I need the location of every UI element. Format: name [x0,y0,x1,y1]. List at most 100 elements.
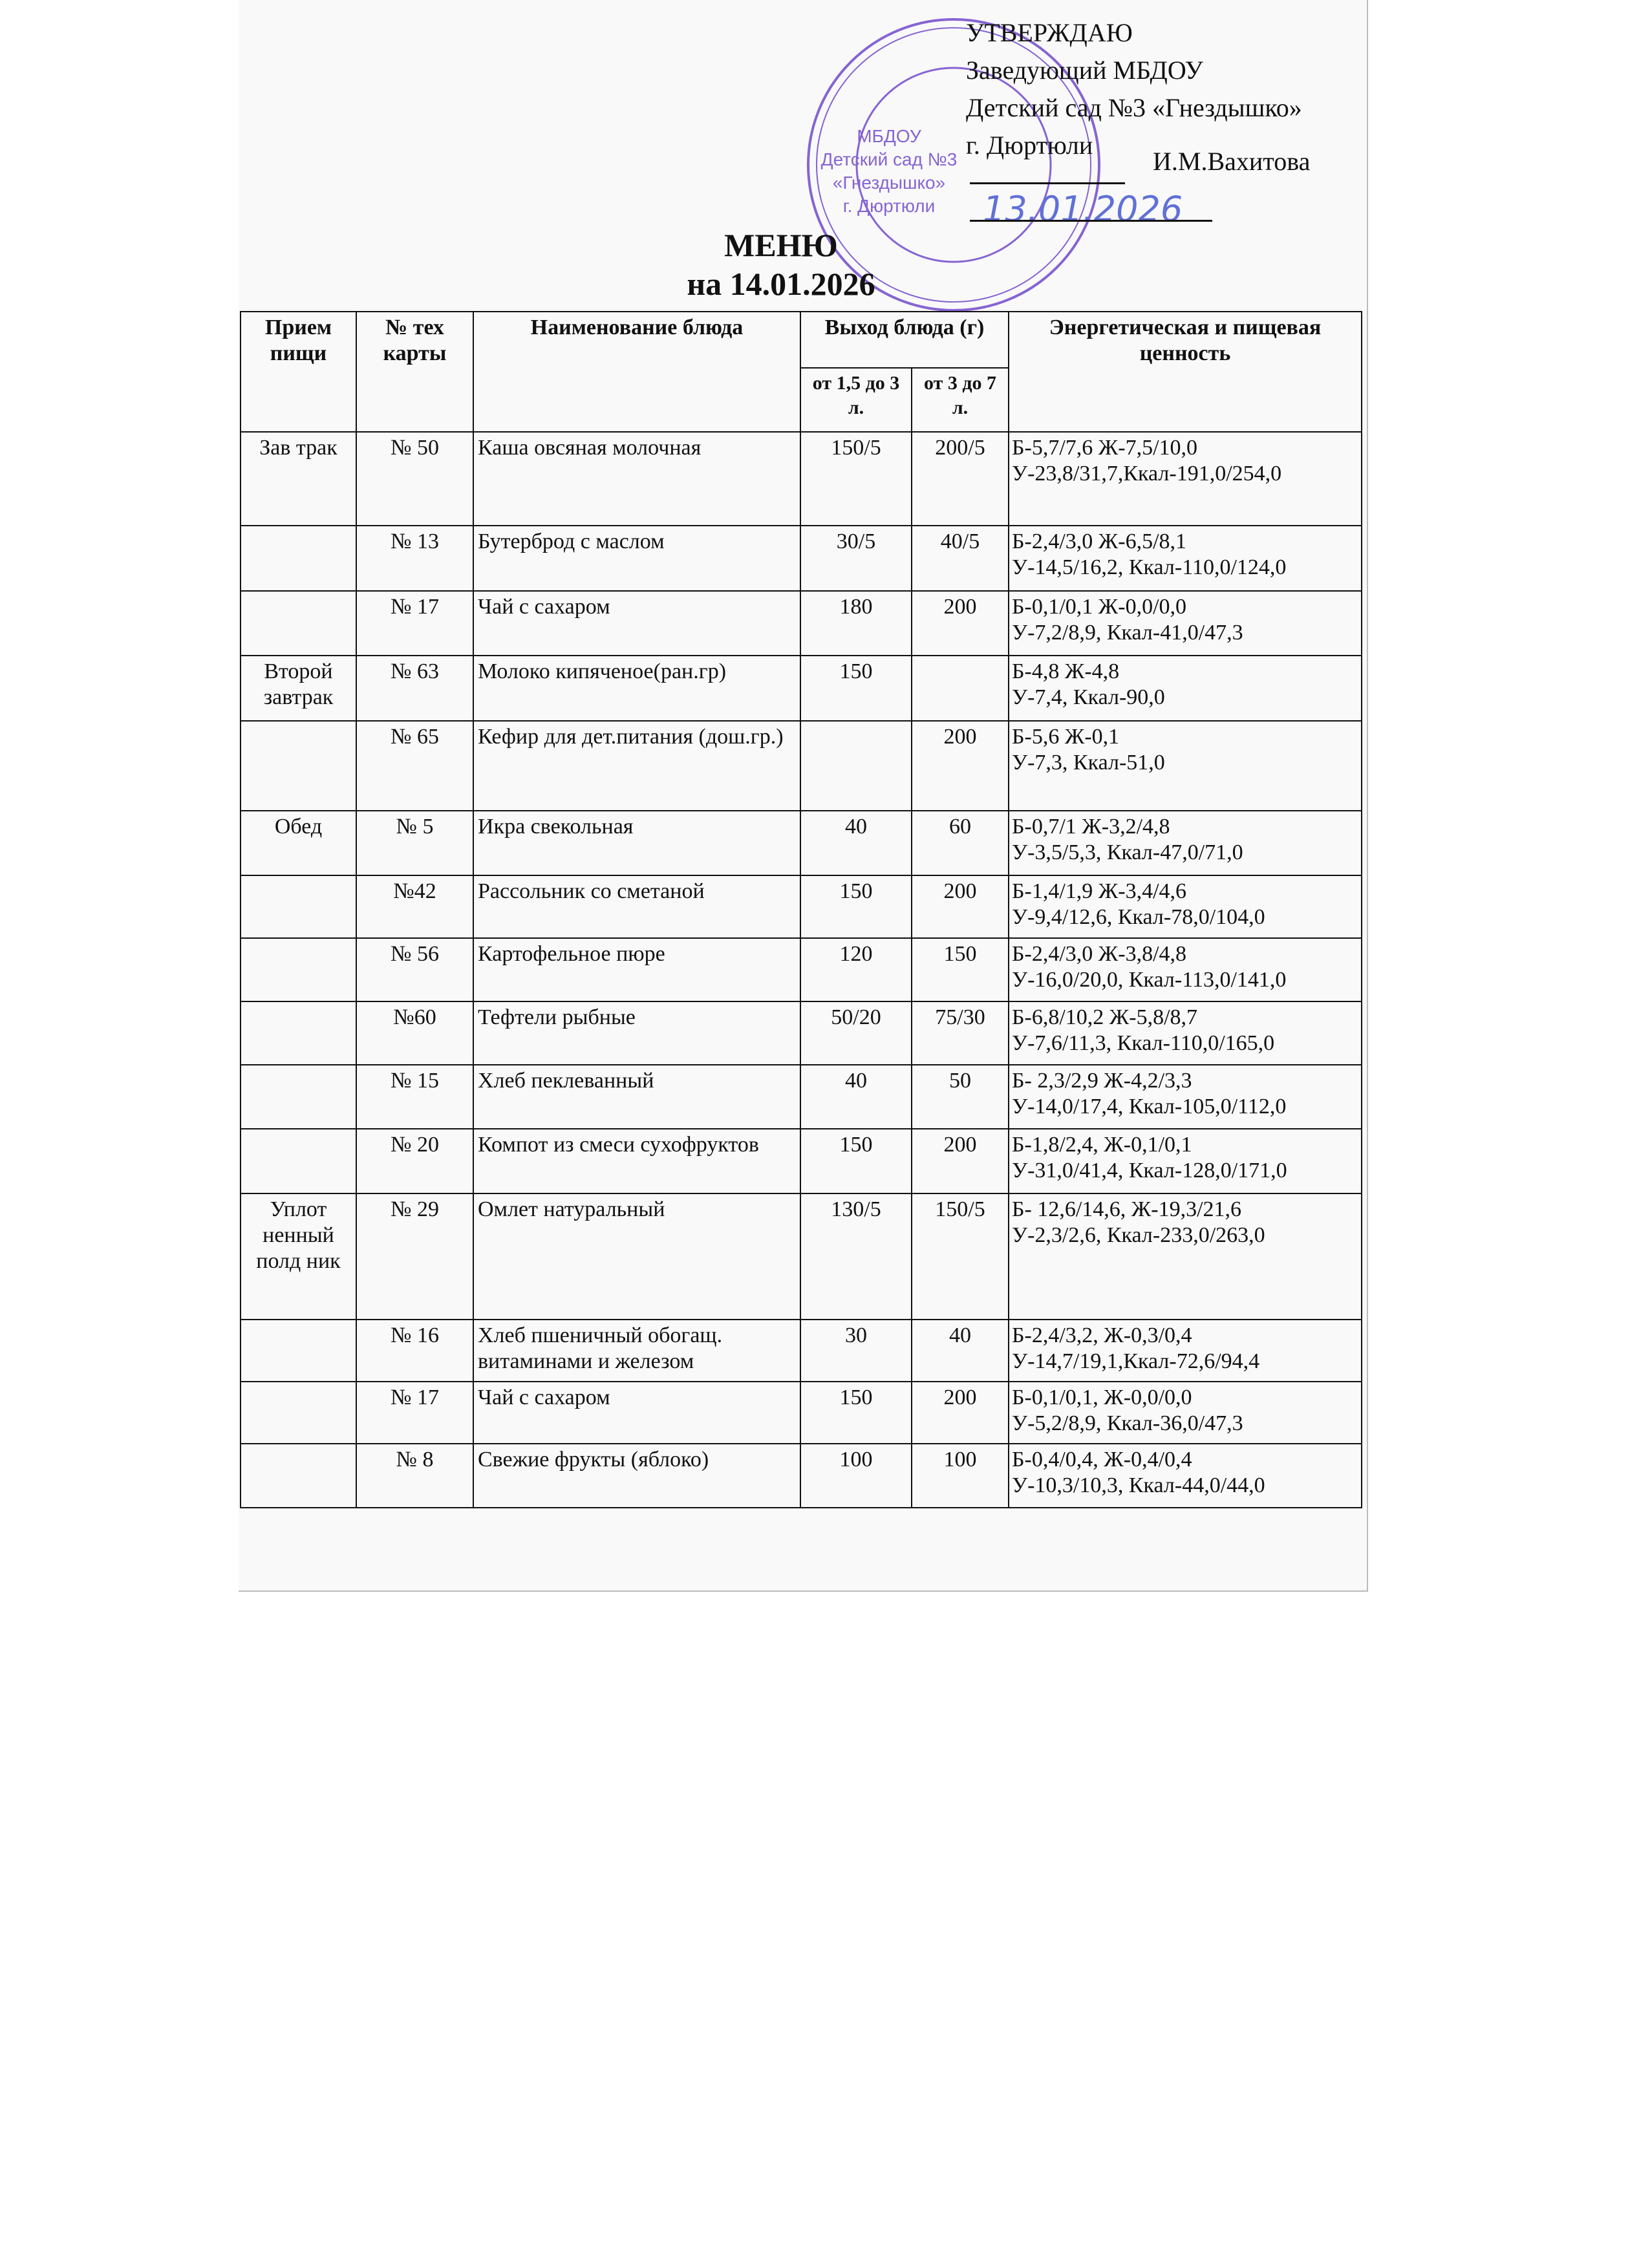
nutrition-line: У-7,2/8,9, Ккал-41,0/47,3 [1012,621,1243,645]
signature-line [970,182,1125,184]
yield-1-5-3-cell: 150 [800,1128,912,1194]
header-card: № тех карты [356,311,474,433]
date-line [970,220,1212,222]
dish-name-cell: Бутерброд с маслом [473,525,801,592]
meal-cell [240,1319,357,1382]
handwritten-date: 13.01.2026 [983,189,1183,230]
meal-cell: Обед [240,810,357,876]
card-cell: № 8 [356,1443,474,1508]
yield-1-5-3-cell: 180 [800,590,912,656]
card-cell: № 16 [356,1319,474,1382]
stamp-text-line: МБДОУ [857,126,921,146]
card-cell: № 56 [356,937,474,1002]
card-cell: № 29 [356,1193,474,1320]
meal-cell: Зав трак [240,431,357,526]
nutrition-line: Б-0,1/0,1 Ж-0,0/0,0 [1012,595,1187,619]
approval-heading: УТВЕРЖДАЮ [966,18,1133,47]
nutrition-cell: Б-0,1/0,1, Ж-0,0/0,0 У-5,2/8,9, Ккал-36,0… [1008,1381,1363,1444]
yield-3-7-cell: 50 [910,1064,1010,1129]
nutrition-cell: Б-5,6 Ж-0,1 У-7,3, Ккал-51,0 [1008,720,1363,811]
nutrition-line: У-23,8/31,7,Ккал-191,0/254,0 [1012,462,1282,486]
yield-3-7-cell: 75/30 [910,1001,1010,1065]
nutrition-line: У-31,0/41,4, Ккал-128,0/171,0 [1012,1159,1287,1182]
header-dish: Наименование блюда [473,311,801,433]
meal-cell [240,1001,357,1065]
table-row: № 15 Хлеб пеклеванный 40 50 Б- 2,3/2,9 Ж-4,2… [240,1064,1363,1129]
nutrition-line: Б-2,4/3,0 Ж-3,8/4,8 [1012,942,1187,966]
card-cell: № 17 [356,1381,474,1444]
nutrition-line: У-7,3, Ккал-51,0 [1012,751,1165,775]
nutrition-cell: Б-6,8/10,2 Ж-5,8/8,7 У-7,6/11,3, Ккал-110… [1008,1001,1363,1065]
dish-name-cell: Омлет натуральный [473,1193,801,1320]
yield-3-7-cell [910,655,1010,722]
yield-1-5-3-cell [800,720,912,811]
dish-name-cell: Свежие фрукты (яблоко) [473,1443,801,1508]
dish-name-cell: Картофельное пюре [473,937,801,1002]
dish-name-cell: Рассольник со сметаной [473,875,801,939]
organization-name: Детский сад №3 «Гнездышко» [966,93,1302,122]
yield-3-7-cell: 200 [910,875,1010,939]
nutrition-cell: Б-2,4/3,2, Ж-0,3/0,4 У-14,7/19,1,Ккал-72,… [1008,1319,1363,1382]
yield-3-7-cell: 200 [910,590,1010,656]
meal-cell [240,1064,357,1129]
card-cell: № 20 [356,1128,474,1194]
meal-cell [240,1128,357,1194]
nutrition-line: Б- 12,6/14,6, Ж-19,3/21,6 [1012,1197,1242,1221]
card-cell: № 65 [356,720,474,811]
card-cell: № 17 [356,590,474,656]
dish-name-cell: Тефтели рыбные [473,1001,801,1065]
yield-1-5-3-cell: 130/5 [800,1193,912,1320]
table-row: Обед № 5 Икра свекольная 40 60 Б-0,7/1 Ж-3,2/… [240,810,1363,876]
header-nutrition: Энергетическая и пищевая ценность [1008,311,1363,433]
nutrition-cell: Б- 2,3/2,9 Ж-4,2/3,3 У-14,0/17,4, Ккал-10… [1008,1064,1363,1129]
stamp-text-line: г. Дюртюли [843,196,935,216]
yield-1-5-3-cell: 30 [800,1319,912,1382]
yield-3-7-cell: 200/5 [910,431,1010,526]
table-row: № 17 Чай с сахаром 150 200 Б-0,1/0,1, Ж-0,0/… [240,1381,1363,1444]
yield-3-7-cell: 40 [910,1319,1010,1382]
meal-cell [240,875,357,939]
nutrition-line: Б-0,7/1 Ж-3,2/4,8 [1012,815,1170,839]
yield-3-7-cell: 150/5 [910,1193,1010,1320]
card-cell: № 5 [356,810,474,876]
dish-name-cell: Хлеб пшеничный обогащ. витаминами и желе… [473,1319,801,1382]
table-row: № 20 Компот из смеси сухофруктов 150 200 Б-1… [240,1128,1363,1194]
header-meal: Прием пищи [240,311,357,433]
nutrition-line: Б-6,8/10,2 Ж-5,8/8,7 [1012,1005,1198,1029]
dish-name-cell: Хлеб пеклеванный [473,1064,801,1129]
nutrition-line: Б-2,4/3,2, Ж-0,3/0,4 [1012,1323,1192,1347]
nutrition-cell: Б-5,7/7,6 Ж-7,5/10,0 У-23,8/31,7,Ккал-191… [1008,431,1363,526]
table-row: № 8 Свежие фрукты (яблоко) 100 100 Б-0,4/0,4… [240,1443,1363,1508]
nutrition-line: У-14,7/19,1,Ккал-72,6/94,4 [1012,1349,1260,1373]
yield-3-7-cell: 100 [910,1443,1010,1508]
meal-cell [240,590,357,656]
table-row: № 56 Картофельное пюре 120 150 Б-2,4/3,0 Ж-3… [240,937,1363,1002]
dish-name-cell: Компот из смеси сухофруктов [473,1128,801,1194]
dish-name-cell: Чай с сахаром [473,1381,801,1444]
yield-1-5-3-cell: 100 [800,1443,912,1508]
nutrition-line: У-7,6/11,3, Ккал-110,0/165,0 [1012,1031,1275,1055]
nutrition-line: Б-1,4/1,9 Ж-3,4/4,6 [1012,879,1187,903]
nutrition-line: Б-5,6 Ж-0,1 [1012,725,1120,749]
dish-name-cell: Молоко кипяченое(ран.гр) [473,655,801,722]
nutrition-line: У-5,2/8,9, Ккал-36,0/47,3 [1012,1411,1243,1435]
yield-1-5-3-cell: 40 [800,1064,912,1129]
nutrition-cell: Б-2,4/3,0 Ж-6,5/8,1 У-14,5/16,2, Ккал-110… [1008,525,1363,592]
header-yield: Выход блюда (г) [799,311,1010,369]
nutrition-line: Б-0,4/0,4, Ж-0,4/0,4 [1012,1448,1192,1471]
nutrition-cell: Б-0,7/1 Ж-3,2/4,8 У-3,5/5,3, Ккал-47,0/71… [1008,810,1363,876]
stamp-text-line: Детский сад №3 [821,149,958,169]
table-row: Второй завтрак № 63 Молоко кипяченое(ран.г… [240,655,1363,722]
nutrition-line: У-3,5/5,3, Ккал-47,0/71,0 [1012,840,1243,864]
card-cell: № 13 [356,525,474,592]
header-yield-1-5-3: от 1,5 до 3 л. [800,367,912,433]
table-row: № 17 Чай с сахаром 180 200 Б-0,1/0,1 Ж-0,0/0… [240,590,1363,656]
nutrition-line: У-14,5/16,2, Ккал-110,0/124,0 [1012,555,1287,579]
nutrition-line: У-16,0/20,0, Ккал-113,0/141,0 [1012,968,1287,992]
nutrition-line: Б- 2,3/2,9 Ж-4,2/3,3 [1012,1069,1192,1093]
table-row: № 16 Хлеб пшеничный обогащ. витаминами и … [240,1319,1363,1382]
menu-table: Прием пищи № тех карты Наименование блюд… [240,311,1363,1508]
card-cell: №42 [356,875,474,939]
nutrition-line: У-9,4/12,6, Ккал-78,0/104,0 [1012,905,1265,929]
card-cell: № 15 [356,1064,474,1129]
